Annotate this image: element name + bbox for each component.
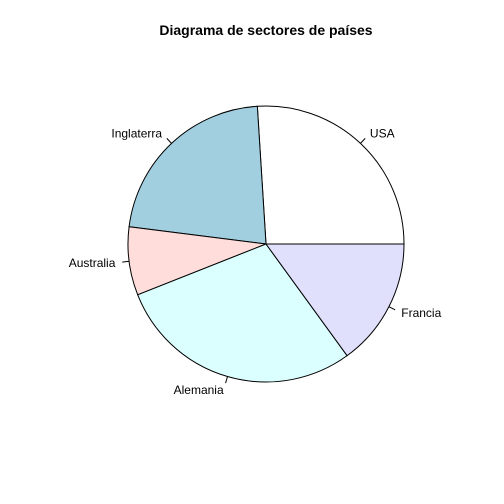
pie-slice-francia — [265, 243, 405, 357]
pie-tick-usa — [360, 138, 366, 144]
pie-label-australia: Australia — [69, 256, 116, 270]
pie-tick-inglaterra — [166, 138, 172, 144]
pie-label-alemania: Alemania — [174, 383, 224, 397]
pie-tick-alemania — [225, 376, 228, 384]
pie-slices — [127, 105, 405, 383]
pie-labels: USA Inglaterra Australia Alemania Francia — [69, 126, 442, 396]
pie-slice-alemania — [137, 243, 348, 383]
pie-label-francia: Francia — [401, 306, 441, 320]
pie-tick-australia — [122, 260, 130, 263]
pie-label-usa: USA — [370, 126, 395, 140]
chart-title: Diagrama de sectores de países — [159, 22, 372, 38]
pie-label-inglaterra: Inglaterra — [111, 126, 162, 140]
pie-tick-francia — [388, 306, 396, 311]
